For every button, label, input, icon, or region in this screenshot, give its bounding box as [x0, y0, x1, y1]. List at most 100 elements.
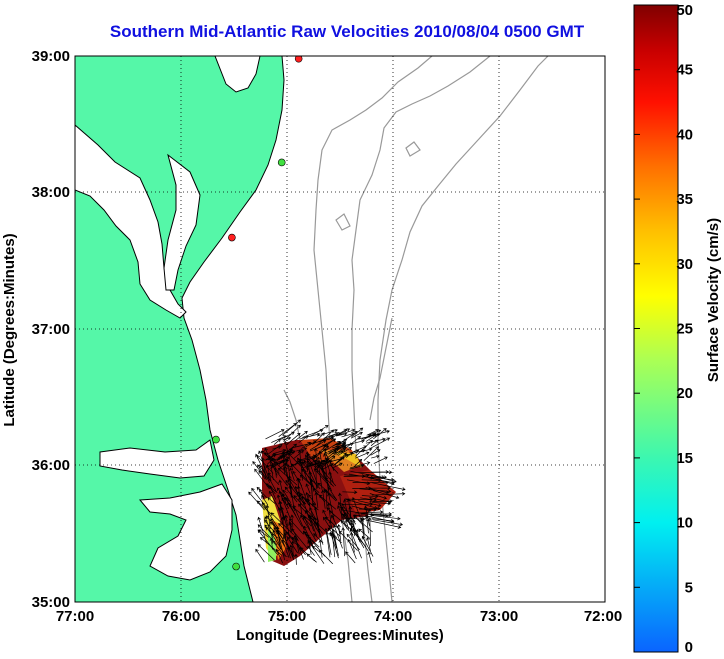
colorbar-tick-label: 10 — [676, 515, 693, 532]
velocity-arrow — [342, 439, 365, 447]
velocity-arrow — [293, 495, 315, 519]
velocity-arrow — [324, 438, 337, 447]
velocity-arrow — [360, 447, 373, 453]
albemarle-sound — [99, 439, 215, 479]
velocity-arrow — [369, 493, 388, 500]
velocity-arrow — [363, 446, 379, 461]
velocity-arrow — [340, 509, 375, 517]
velocity-arrow — [308, 494, 317, 505]
velocity-arrow — [371, 518, 395, 523]
velocity-arrow — [261, 495, 269, 506]
y-tick-label: 36:00 — [32, 457, 70, 474]
velocity-arrow — [298, 435, 309, 443]
x-axis-label: Longitude (Degrees:Minutes) — [236, 627, 444, 644]
velocity-arrow — [284, 486, 298, 503]
velocity-arrow — [305, 491, 311, 506]
velocity-arrow — [373, 456, 388, 464]
velocity-arrow — [252, 461, 265, 477]
velocity-arrow — [273, 527, 285, 547]
velocity-arrow — [311, 545, 321, 553]
velocity-arrow — [365, 437, 386, 444]
velocity-arrow — [360, 497, 377, 502]
velocity-arrow — [363, 505, 370, 527]
velocity-arrow — [370, 475, 388, 480]
velocity-arrow — [337, 431, 358, 446]
x-tick-label: 77:00 — [56, 608, 94, 625]
velocity-arrow — [267, 475, 278, 493]
velocity-arrow — [355, 439, 373, 457]
velocity-arrow — [324, 441, 341, 452]
velocity-arrow — [325, 531, 332, 556]
velocity-arrow — [287, 546, 295, 561]
velocity-arrow — [337, 447, 353, 456]
colorbar-tick-label: 20 — [676, 385, 693, 402]
velocity-arrow — [291, 528, 308, 549]
velocity-arrow — [366, 429, 380, 436]
velocity-arrow — [365, 519, 402, 529]
velocity-arrow — [276, 459, 290, 464]
velocity-arrow — [358, 528, 371, 540]
velocity-arrow — [277, 507, 287, 537]
velocity-arrow — [288, 518, 304, 535]
velocity-arrow — [323, 516, 330, 528]
velocity-arrow — [308, 514, 318, 537]
velocity-arrow — [267, 497, 276, 505]
velocity-arrow — [324, 527, 331, 558]
velocity-arrow — [293, 449, 305, 459]
velocity-arrow — [282, 436, 292, 441]
velocity-arrow — [369, 497, 392, 504]
velocity-arrow — [265, 504, 271, 529]
velocity-arrow — [367, 551, 372, 563]
velocity-arrow — [303, 459, 319, 489]
velocity-arrow — [344, 436, 362, 450]
colorbar-label: Surface Velocity (cm/s) — [705, 218, 722, 382]
velocity-arrow — [293, 535, 304, 560]
velocity-arrow — [348, 505, 353, 531]
velocity-arrow — [334, 442, 354, 450]
velocity-arrow — [286, 432, 301, 446]
velocity-arrow — [342, 490, 358, 495]
velocity-arrow — [278, 490, 292, 520]
velocity-arrow — [265, 429, 285, 440]
velocity-arrow — [278, 422, 297, 437]
velocity-arrow — [319, 549, 334, 565]
velocity-arrow — [370, 449, 381, 456]
velocity-arrow — [255, 548, 265, 563]
velocity-arrow — [292, 504, 305, 531]
colorbar-tick-label: 0 — [685, 639, 693, 656]
velocity-arrow — [285, 480, 305, 504]
velocity-arrow — [323, 460, 329, 493]
velocity-arrow — [337, 505, 348, 530]
velocity-arrow — [369, 437, 391, 449]
velocity-arrow — [345, 551, 356, 564]
velocity-arrow — [324, 489, 328, 509]
velocity-arrow — [337, 428, 356, 436]
colorbar-tick-label: 25 — [676, 321, 693, 338]
station-marker — [212, 435, 220, 444]
velocity-arrow — [344, 519, 350, 530]
velocity-arrow — [299, 461, 308, 481]
velocity-arrow — [329, 531, 339, 559]
velocity-arrow — [264, 516, 274, 540]
map-frame — [74, 55, 606, 603]
velocity-arrow — [345, 452, 354, 458]
velocity-arrow — [288, 453, 307, 473]
colorbar-tick-label: 45 — [676, 62, 693, 79]
bays — [75, 56, 261, 581]
velocity-arrow — [371, 482, 406, 491]
station-marker — [228, 233, 236, 242]
velocity-arrow — [349, 528, 362, 559]
velocity-arrow — [316, 429, 335, 447]
velocity-arrow — [341, 502, 374, 507]
velocity-arrow — [328, 428, 348, 441]
velocity-arrow — [327, 446, 340, 453]
velocity-arrow — [296, 447, 308, 452]
velocity-arrow — [292, 470, 303, 487]
velocity-arrow — [361, 535, 374, 557]
velocity-arrow — [261, 457, 267, 480]
velocity-arrow — [306, 459, 311, 481]
velocity-arrow — [306, 553, 317, 563]
y-tick-label: 35:00 — [32, 594, 70, 611]
